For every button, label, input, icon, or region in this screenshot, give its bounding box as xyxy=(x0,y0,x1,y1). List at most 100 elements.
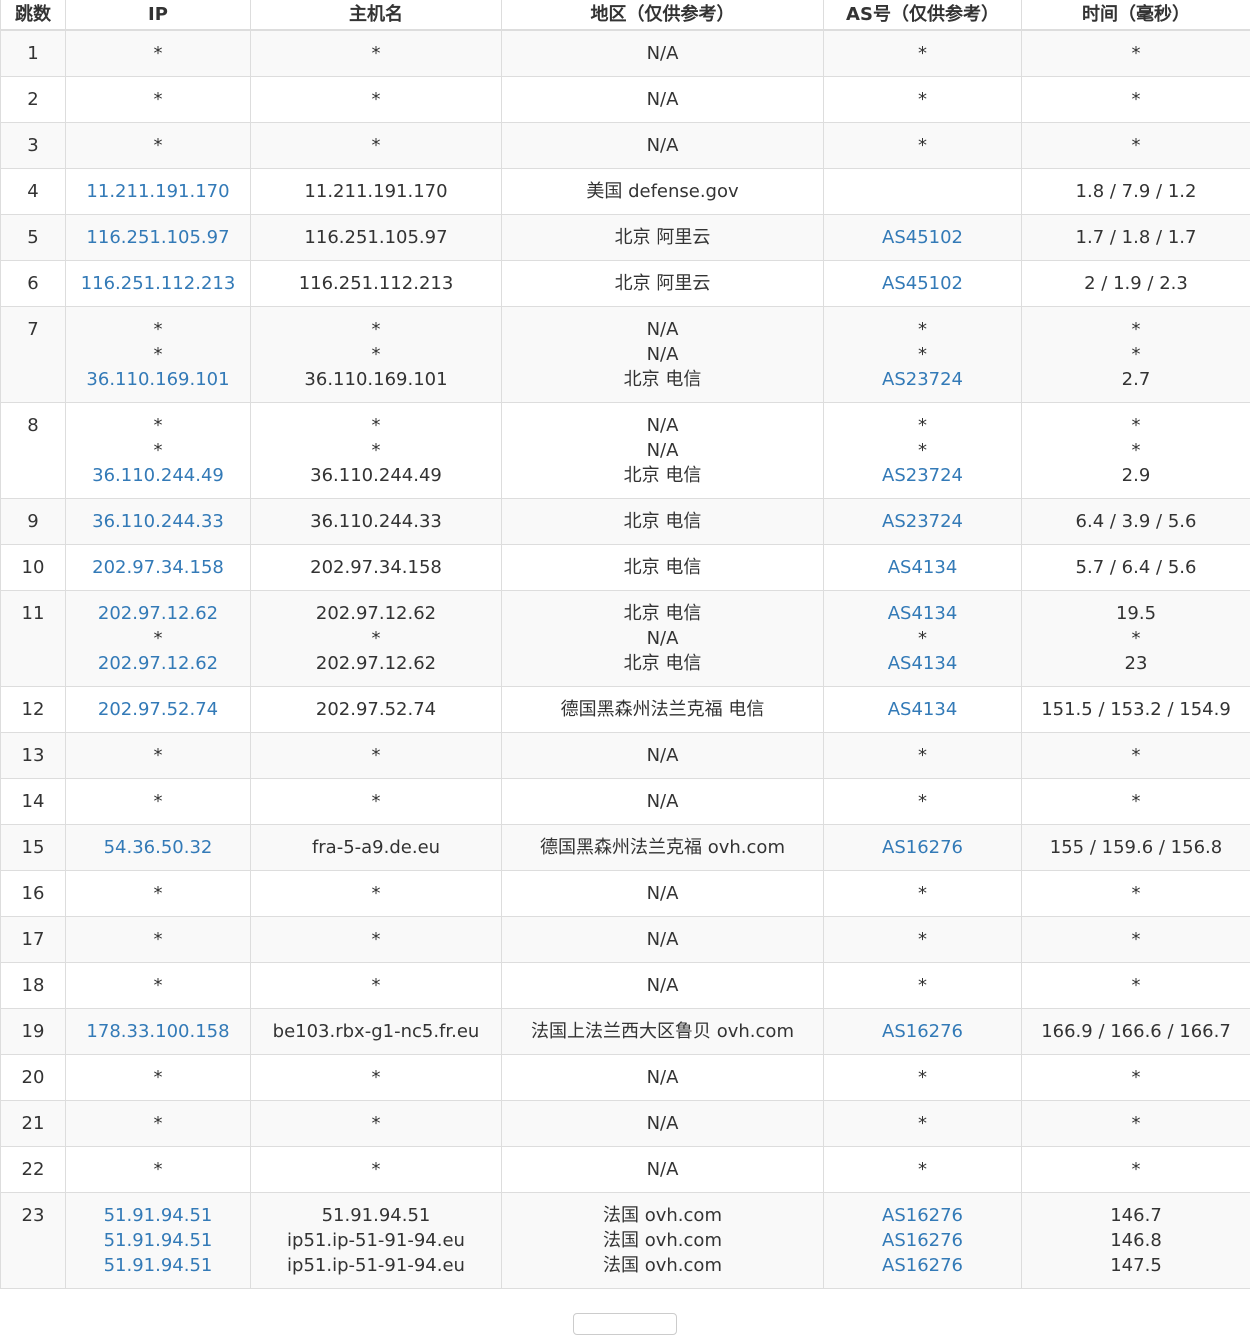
ip-link[interactable]: 11.211.191.170 xyxy=(66,179,250,204)
time-text: 146.8 xyxy=(1022,1228,1250,1253)
ip-cell: * xyxy=(66,30,251,77)
as-link[interactable]: AS4134 xyxy=(824,697,1021,722)
as-text: * xyxy=(824,413,1021,438)
time-text: 151.5 / 153.2 / 154.9 xyxy=(1022,697,1250,722)
as-cell: * xyxy=(824,778,1022,824)
ip-link[interactable]: 202.97.12.62 xyxy=(66,651,250,676)
as-cell: AS4134 xyxy=(824,686,1022,732)
time-text: * xyxy=(1022,438,1250,463)
ip-link[interactable]: 51.91.94.51 xyxy=(66,1203,250,1228)
region-text: N/A xyxy=(502,342,823,367)
as-link[interactable]: AS16276 xyxy=(824,1019,1021,1044)
ip-cell: * xyxy=(66,916,251,962)
as-link[interactable]: AS23724 xyxy=(824,509,1021,534)
region-text: N/A xyxy=(502,1111,823,1136)
region-text: N/A xyxy=(502,413,823,438)
hop-cell: 11 xyxy=(1,590,66,686)
as-link[interactable]: AS4134 xyxy=(824,555,1021,580)
hop-cell: 16 xyxy=(1,870,66,916)
hop-cell: 10 xyxy=(1,544,66,590)
hop-cell: 1 xyxy=(1,30,66,77)
ip-link[interactable]: 36.110.244.49 xyxy=(66,463,250,488)
host-text: 36.110.244.33 xyxy=(251,509,501,534)
as-cell: * xyxy=(824,122,1022,168)
as-link[interactable]: AS45102 xyxy=(824,271,1021,296)
ip-text: * xyxy=(66,87,250,112)
region-text: 北京 电信 xyxy=(502,509,823,534)
ip-link[interactable]: 202.97.12.62 xyxy=(66,601,250,626)
ip-cell: 202.97.34.158 xyxy=(66,544,251,590)
host-text: * xyxy=(251,881,501,906)
region-cell: 北京 阿里云 xyxy=(502,260,824,306)
as-link[interactable]: AS4134 xyxy=(824,651,1021,676)
region-text: 法国 ovh.com xyxy=(502,1228,823,1253)
hostname-cell: **36.110.169.101 xyxy=(251,306,502,402)
ip-link[interactable]: 116.251.112.213 xyxy=(66,271,250,296)
as-link[interactable]: AS16276 xyxy=(824,1228,1021,1253)
as-cell: * xyxy=(824,732,1022,778)
time-text: * xyxy=(1022,1111,1250,1136)
ip-link[interactable]: 202.97.34.158 xyxy=(66,555,250,580)
as-link[interactable]: AS45102 xyxy=(824,225,1021,250)
host-text: * xyxy=(251,1065,501,1090)
table-row: 3**N/A** xyxy=(1,122,1250,168)
ip-link[interactable]: 51.91.94.51 xyxy=(66,1228,250,1253)
ip-cell: * xyxy=(66,778,251,824)
as-cell: * xyxy=(824,76,1022,122)
hostname-cell: 11.211.191.170 xyxy=(251,168,502,214)
ip-link[interactable]: 116.251.105.97 xyxy=(66,225,250,250)
time-cell: * xyxy=(1022,1146,1250,1192)
region-text: 北京 阿里云 xyxy=(502,225,823,250)
host-text: 11.211.191.170 xyxy=(251,179,501,204)
ip-cell: 116.251.105.97 xyxy=(66,214,251,260)
as-link[interactable]: AS16276 xyxy=(824,1253,1021,1278)
time-text: 5.7 / 6.4 / 5.6 xyxy=(1022,555,1250,580)
ip-text: * xyxy=(66,413,250,438)
pagination-button[interactable] xyxy=(573,1313,677,1335)
hop-cell: 7 xyxy=(1,306,66,402)
region-text: N/A xyxy=(502,789,823,814)
as-link[interactable]: AS4134 xyxy=(824,601,1021,626)
as-text: * xyxy=(824,743,1021,768)
ip-cell: * xyxy=(66,76,251,122)
as-text: * xyxy=(824,87,1021,112)
ip-link[interactable]: 36.110.244.33 xyxy=(66,509,250,534)
hostname-cell: 116.251.105.97 xyxy=(251,214,502,260)
time-cell: * xyxy=(1022,732,1250,778)
ip-link[interactable]: 51.91.94.51 xyxy=(66,1253,250,1278)
ip-link[interactable]: 202.97.52.74 xyxy=(66,697,250,722)
hostname-cell: * xyxy=(251,778,502,824)
host-text: * xyxy=(251,973,501,998)
host-text: * xyxy=(251,133,501,158)
ip-cell: **36.110.169.101 xyxy=(66,306,251,402)
time-cell: * xyxy=(1022,122,1250,168)
hop-cell: 18 xyxy=(1,962,66,1008)
host-text: 202.97.12.62 xyxy=(251,601,501,626)
time-cell: * xyxy=(1022,778,1250,824)
ip-link[interactable]: 178.33.100.158 xyxy=(66,1019,250,1044)
time-text: 147.5 xyxy=(1022,1253,1250,1278)
ip-text: * xyxy=(66,973,250,998)
region-text: 法国上法兰西大区鲁贝 ovh.com xyxy=(502,1019,823,1044)
hop-cell: 2 xyxy=(1,76,66,122)
time-cell: **2.9 xyxy=(1022,402,1250,498)
hostname-cell: * xyxy=(251,962,502,1008)
header-region: 地区（仅供参考） xyxy=(502,0,824,30)
time-cell: * xyxy=(1022,30,1250,77)
as-link[interactable]: AS23724 xyxy=(824,463,1021,488)
ip-link[interactable]: 36.110.169.101 xyxy=(66,367,250,392)
ip-link[interactable]: 54.36.50.32 xyxy=(66,835,250,860)
time-cell: **2.7 xyxy=(1022,306,1250,402)
as-link[interactable]: AS16276 xyxy=(824,835,1021,860)
time-text: * xyxy=(1022,881,1250,906)
as-text: * xyxy=(824,438,1021,463)
ip-cell: * xyxy=(66,122,251,168)
as-link[interactable]: AS23724 xyxy=(824,367,1021,392)
as-link[interactable]: AS16276 xyxy=(824,1203,1021,1228)
time-text: * xyxy=(1022,626,1250,651)
